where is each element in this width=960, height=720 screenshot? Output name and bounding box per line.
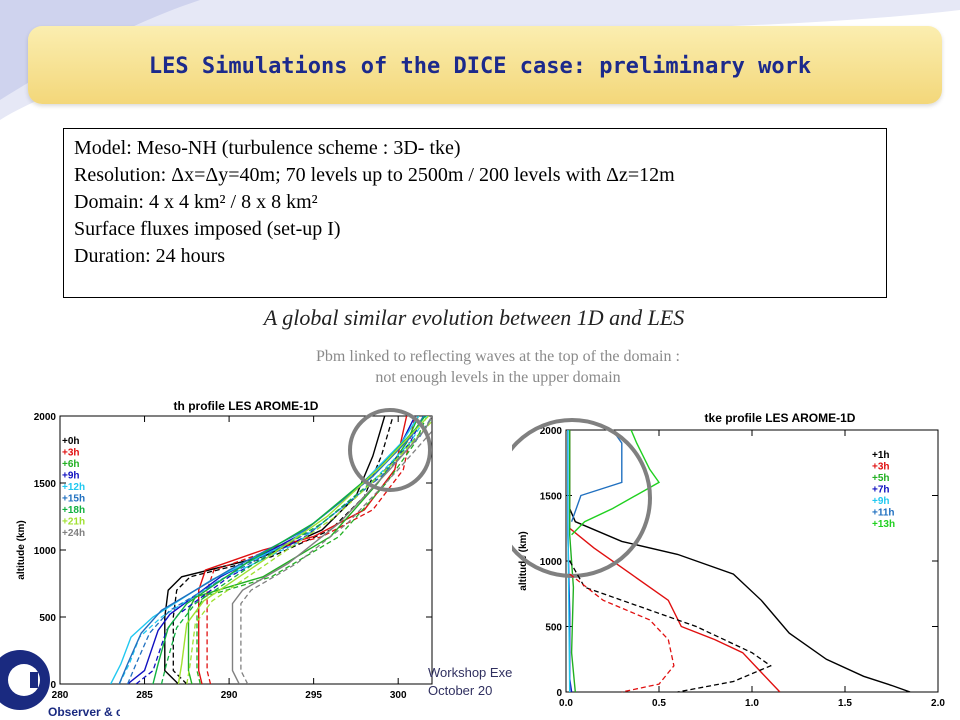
- series-line-13h: [571, 430, 661, 536]
- logo-tagline: Observer & comprendre: [48, 705, 120, 719]
- legend-entry: +9h: [872, 496, 890, 507]
- series-line-6h: [187, 416, 420, 684]
- info-line-duration: Duration: 24 hours: [74, 245, 226, 267]
- series-line-1h: [569, 430, 911, 692]
- footer-line-2: October 20: [428, 683, 493, 698]
- series-line-1d-6h: [196, 416, 428, 684]
- legend-entry: +3h: [872, 462, 890, 473]
- y-tick-label: 2000: [34, 412, 57, 423]
- info-line-surface-fluxes: Surface fluxes imposed (set-up I): [74, 218, 341, 240]
- y-tick-label: 1500: [540, 492, 563, 503]
- highlight-circle: [512, 418, 652, 578]
- legend-entry: +3h: [62, 448, 80, 459]
- y-tick-label: 0: [50, 680, 56, 691]
- x-tick-label: 0.5: [652, 698, 666, 709]
- x-tick-label: 1.0: [745, 698, 759, 709]
- y-tick-label: 500: [545, 623, 562, 634]
- highlight-circle: [348, 408, 432, 492]
- series-line-18h: [152, 416, 426, 684]
- series-line-5h: [569, 430, 576, 692]
- series-line-1d-9h: [135, 416, 425, 684]
- x-tick-label: 0.0: [559, 698, 573, 709]
- title-bar: [28, 26, 942, 104]
- series-line-11h: [570, 430, 623, 522]
- series-line-15h: [118, 416, 425, 684]
- info-line-resolution: Resolution: Δx=Δy=40m; 70 levels up to 2…: [74, 164, 675, 186]
- series-line-9h: [567, 430, 571, 692]
- legend-entry: +6h: [62, 459, 80, 470]
- series-line-21h: [177, 416, 430, 684]
- legend-entry: +18h: [62, 505, 85, 516]
- series-line-1d-15h: [127, 416, 432, 684]
- legend-entry: +1h: [872, 450, 890, 461]
- series-line-9h: [127, 416, 416, 684]
- th-profile-chart: th profile LES AROME-1D altitude (km) 280 2…: [10, 396, 450, 714]
- series-line-3h: [569, 430, 781, 692]
- series-line-1d-12h: [118, 416, 428, 684]
- legend-entry: +7h: [872, 485, 890, 496]
- info-line-domain: Domain: 4 x 4 km² / 8 x 8 km²: [74, 191, 318, 213]
- y-tick-label: 0: [556, 688, 562, 699]
- legend-entry: +5h: [872, 473, 890, 484]
- legend-entry: +12h: [62, 482, 85, 493]
- chart-title: th profile LES AROME-1D: [174, 399, 319, 413]
- legend-entry: +9h: [62, 471, 80, 482]
- y-axis-label: altitude (km): [16, 520, 27, 579]
- x-tick-label: 2.0: [931, 698, 945, 709]
- note: Pbm linked to reflecting waves at the to…: [0, 346, 960, 388]
- series-line-1d-3h: [206, 416, 416, 684]
- info-line-model: Model: Meso-NH (turbulence scheme : 3D- …: [74, 137, 461, 159]
- series-line-1d-21h: [186, 420, 432, 684]
- legend-entry: +11h: [872, 508, 895, 519]
- y-tick-label: 1000: [34, 546, 57, 557]
- x-tick-label: 290: [221, 690, 238, 701]
- legend-entry: +15h: [62, 494, 85, 505]
- x-tick-label: 300: [390, 690, 407, 701]
- series-line-1d-18h: [160, 417, 432, 684]
- x-tick-label: 295: [305, 690, 322, 701]
- y-tick-label: 2000: [540, 426, 563, 437]
- chart-title: tke profile LES AROME-1D: [705, 411, 856, 425]
- legend-entry: +13h: [872, 519, 895, 530]
- y-tick-label: 1000: [540, 557, 563, 568]
- series-line-3h: [197, 416, 408, 684]
- legend-entry: +21h: [62, 517, 85, 528]
- note-line-2: not enough levels in the upper domain: [375, 369, 621, 386]
- footer-text: Workshop Exe October 20: [428, 664, 512, 700]
- note-line-1: Pbm linked to reflecting waves at the to…: [316, 348, 680, 365]
- x-tick-label: 280: [52, 690, 69, 701]
- footer-line-1: Workshop Exe: [428, 665, 513, 680]
- y-tick-label: 500: [39, 613, 56, 624]
- y-tick-label: 1500: [34, 479, 57, 490]
- subtitle: A global similar evolution between 1D an…: [263, 305, 685, 330]
- model-info-box: Model: Meso-NH (turbulence scheme : 3D- …: [63, 128, 887, 298]
- tke-1d-dashed-3h: [569, 573, 675, 693]
- slide-title: LES Simulations of the DICE case: prelim…: [148, 54, 812, 79]
- x-tick-label: 285: [136, 690, 153, 701]
- logo: Observer & comprendre: [0, 650, 120, 719]
- plot-frame: [59, 415, 433, 685]
- legend-entry: +0h: [62, 436, 80, 447]
- x-tick-label: 1.5: [838, 698, 852, 709]
- series-line-24h: [231, 416, 432, 684]
- legend-entry: +24h: [62, 528, 85, 539]
- tke-1d-dashed-1h: [569, 560, 772, 693]
